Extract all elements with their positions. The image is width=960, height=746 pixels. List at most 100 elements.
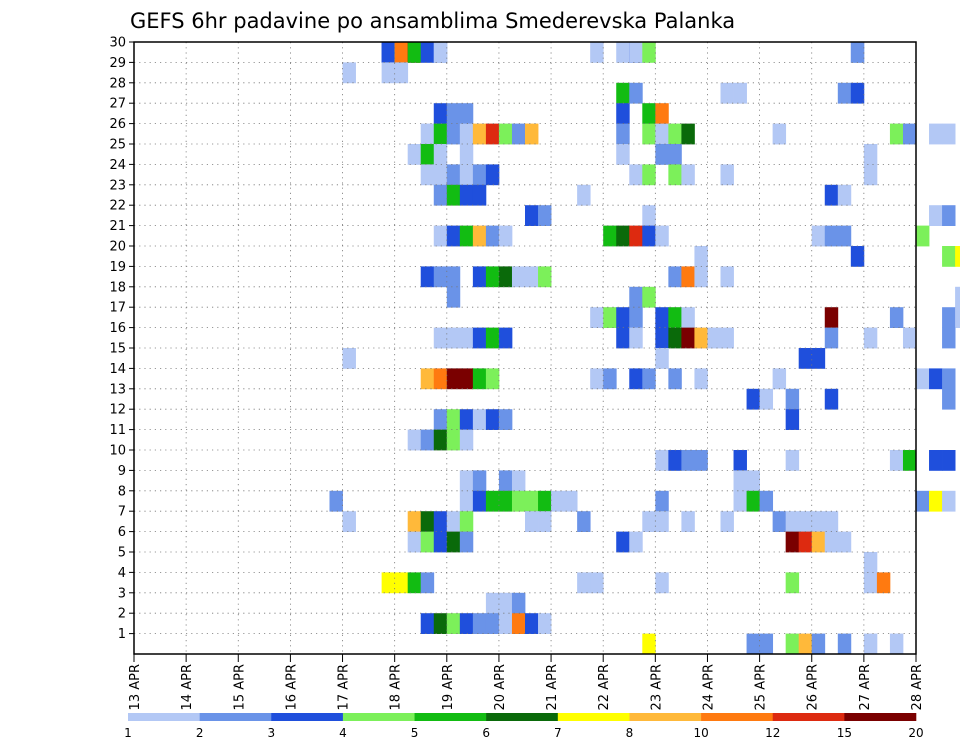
heatmap-cell: [694, 368, 707, 389]
heatmap-cell: [773, 124, 786, 145]
heatmap-cell: [382, 62, 395, 83]
heatmap-cell: [473, 266, 486, 287]
heatmap-cell: [447, 368, 460, 389]
heatmap-cell: [512, 266, 525, 287]
heatmap-cell: [890, 634, 903, 655]
heatmap-cell: [551, 491, 564, 512]
heatmap-cell: [942, 328, 955, 349]
heatmap-cell: [603, 368, 616, 389]
heatmap-cell: [864, 552, 877, 573]
heatmap-cell: [408, 532, 421, 553]
heatmap-cell: [642, 164, 655, 185]
y-tick-label: 17: [109, 301, 126, 316]
heatmap-cell: [786, 389, 799, 410]
heatmap-cell: [929, 491, 942, 512]
heatmap-cell: [864, 634, 877, 655]
y-tick-label: 18: [109, 280, 126, 295]
heatmap-cell: [460, 532, 473, 553]
colorbar-swatch: [773, 713, 845, 721]
heatmap-cell: [395, 572, 408, 593]
colorbar-label: 2: [196, 726, 204, 740]
heatmap-cell: [838, 226, 851, 247]
heatmap-cell: [747, 389, 760, 410]
heatmap-cell: [499, 266, 512, 287]
colorbar-swatch: [701, 713, 773, 721]
heatmap-cell: [747, 634, 760, 655]
heatmap-cell: [629, 164, 642, 185]
heatmap-cell: [434, 368, 447, 389]
colorbar-swatch: [558, 713, 630, 721]
heatmap-cell: [694, 450, 707, 471]
heatmap-cell: [734, 450, 747, 471]
y-tick-label: 21: [109, 219, 126, 234]
heatmap-cell: [460, 511, 473, 532]
y-tick-label: 28: [109, 76, 126, 91]
heatmap-cell: [642, 103, 655, 124]
heatmap-cell: [486, 613, 499, 634]
heatmap-cell: [382, 42, 395, 63]
heatmap-cell: [512, 470, 525, 491]
heatmap-cell: [916, 368, 929, 389]
heatmap-cell: [734, 83, 747, 104]
heatmap-cell: [343, 511, 356, 532]
heatmap-cell: [838, 185, 851, 206]
heatmap-cell: [421, 164, 434, 185]
heatmap-cell: [564, 491, 577, 512]
heatmap-cell: [721, 511, 734, 532]
y-tick-label: 25: [109, 138, 126, 153]
heatmap-cell: [525, 124, 538, 145]
heatmap-cell: [707, 328, 720, 349]
heatmap-cell: [877, 572, 890, 593]
heatmap-cell: [434, 409, 447, 430]
heatmap-cell: [681, 307, 694, 328]
heatmap-cell: [942, 205, 955, 226]
heatmap-cell: [655, 491, 668, 512]
heatmap-cell: [825, 389, 838, 410]
heatmap-cell: [629, 368, 642, 389]
heatmap-cell: [434, 511, 447, 532]
y-tick-label: 12: [109, 403, 126, 418]
x-tick-label: 27 APR: [858, 664, 873, 710]
colorbar-swatch: [486, 713, 558, 721]
heatmap-cell: [655, 348, 668, 369]
heatmap-cell: [616, 144, 629, 165]
y-tick-label: 8: [118, 484, 126, 499]
heatmap-cell: [421, 42, 434, 63]
heatmap-cell: [799, 634, 812, 655]
heatmap-cell: [395, 62, 408, 83]
heatmap-cell: [747, 491, 760, 512]
heatmap-cell: [903, 328, 916, 349]
heatmap-cell: [655, 124, 668, 145]
y-tick-label: 7: [118, 505, 126, 520]
heatmap-cell: [603, 226, 616, 247]
heatmap-cell: [955, 287, 960, 308]
heatmap-cell: [786, 511, 799, 532]
heatmap-cell: [473, 613, 486, 634]
heatmap-cell: [786, 532, 799, 553]
heatmap-cell: [486, 409, 499, 430]
heatmap-cell: [434, 124, 447, 145]
y-tick-label: 4: [118, 566, 126, 581]
heatmap-cell: [460, 328, 473, 349]
heatmap-cell: [838, 634, 851, 655]
heatmap-cell: [590, 572, 603, 593]
y-tick-label: 22: [109, 199, 126, 214]
heatmap-cell: [890, 450, 903, 471]
heatmap-cell: [668, 164, 681, 185]
heatmap-cell: [486, 491, 499, 512]
heatmap-cell: [421, 511, 434, 532]
heatmap-cell: [668, 328, 681, 349]
heatmap-cell: [955, 307, 960, 328]
heatmap-cell: [447, 430, 460, 451]
x-tick-label: 13 APR: [128, 664, 143, 710]
heatmap-cell: [838, 83, 851, 104]
heatmap-cell: [447, 532, 460, 553]
heatmap-cell: [721, 164, 734, 185]
heatmap-cell: [434, 613, 447, 634]
heatmap-cell: [525, 613, 538, 634]
heatmap-cell: [642, 42, 655, 63]
colorbar-swatch: [629, 713, 701, 721]
heatmap-cell: [825, 226, 838, 247]
heatmap-cell: [460, 103, 473, 124]
